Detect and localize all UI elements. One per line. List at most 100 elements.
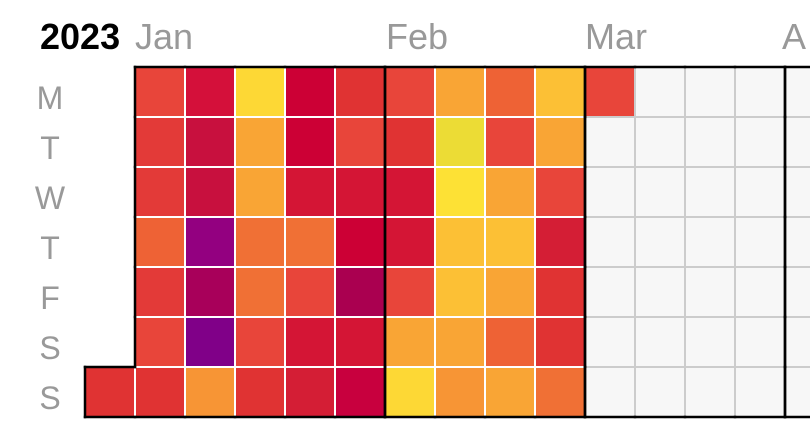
heatmap-cell <box>734 266 786 318</box>
heatmap-cell <box>384 216 436 268</box>
heatmap-cell <box>184 216 236 268</box>
heatmap-cells <box>84 66 810 418</box>
heatmap-cell <box>284 366 336 418</box>
heatmap-cell <box>584 166 636 218</box>
heatmap-cell <box>684 366 736 418</box>
heatmap-cell <box>434 166 486 218</box>
heatmap-cell <box>584 316 636 368</box>
heatmap-cell <box>234 116 286 168</box>
heatmap-cell <box>734 66 786 118</box>
month-label-mar: Mar <box>585 16 647 57</box>
heatmap-cell <box>334 216 386 268</box>
heatmap-cell <box>284 166 336 218</box>
heatmap-cell <box>534 366 586 418</box>
heatmap-cell <box>334 166 386 218</box>
heatmap-cell <box>634 216 686 268</box>
heatmap-cell <box>734 166 786 218</box>
heatmap-cell <box>534 316 586 368</box>
heatmap-cell <box>584 116 636 168</box>
heatmap-cell <box>484 266 536 318</box>
heatmap-cell <box>484 316 536 368</box>
day-label-tue: T <box>40 130 60 166</box>
heatmap-cell <box>334 366 386 418</box>
heatmap-cell <box>584 216 636 268</box>
heatmap-cell <box>134 116 186 168</box>
heatmap-cell <box>434 266 486 318</box>
heatmap-cell <box>234 316 286 368</box>
heatmap-cell <box>384 66 436 118</box>
heatmap-cell <box>434 116 486 168</box>
day-label-sat: S <box>39 330 60 366</box>
month-label-jan: Jan <box>135 16 193 57</box>
heatmap-cell <box>134 166 186 218</box>
heatmap-cell <box>484 216 536 268</box>
heatmap-cell <box>234 266 286 318</box>
heatmap-cell <box>434 66 486 118</box>
heatmap-cell <box>684 316 736 368</box>
heatmap-cell <box>684 116 736 168</box>
heatmap-cell <box>384 366 436 418</box>
heatmap-cell <box>534 66 586 118</box>
heatmap-cell <box>134 266 186 318</box>
heatmap-cell <box>134 366 186 418</box>
heatmap-cell <box>184 166 236 218</box>
heatmap-cell <box>284 116 336 168</box>
heatmap-cell <box>734 366 786 418</box>
heatmap-cell <box>784 66 810 118</box>
heatmap-cell <box>284 216 336 268</box>
heatmap-cell <box>684 66 736 118</box>
heatmap-cell <box>484 166 536 218</box>
heatmap-cell <box>634 166 686 218</box>
heatmap-cell <box>384 116 436 168</box>
heatmap-cell <box>734 316 786 368</box>
heatmap-cell <box>534 116 586 168</box>
heatmap-cell <box>734 216 786 268</box>
heatmap-cell <box>384 316 436 368</box>
heatmap-cell <box>184 116 236 168</box>
day-label-wed: W <box>35 180 66 216</box>
heatmap-cell <box>184 266 236 318</box>
heatmap-cell <box>234 166 286 218</box>
heatmap-cell <box>234 366 286 418</box>
heatmap-cell <box>184 66 236 118</box>
heatmap-cell <box>434 366 486 418</box>
heatmap-cell <box>584 66 636 118</box>
heatmap-cell <box>334 116 386 168</box>
heatmap-cell <box>84 366 136 418</box>
heatmap-cell <box>484 366 536 418</box>
heatmap-cell <box>434 316 486 368</box>
heatmap-cell <box>134 66 186 118</box>
heatmap-cell <box>484 66 536 118</box>
heatmap-cell <box>284 316 336 368</box>
heatmap-cell <box>634 116 686 168</box>
heatmap-cell <box>784 366 810 418</box>
heatmap-cell <box>234 216 286 268</box>
heatmap-cell <box>784 216 810 268</box>
heatmap-cell <box>634 366 686 418</box>
year-label: 2023 <box>40 16 120 57</box>
heatmap-cell <box>284 266 336 318</box>
heatmap-cell <box>784 266 810 318</box>
heatmap-cell <box>784 116 810 168</box>
heatmap-cell <box>284 66 336 118</box>
heatmap-cell <box>134 216 186 268</box>
heatmap-cell <box>534 216 586 268</box>
heatmap-cell <box>434 216 486 268</box>
heatmap-cell <box>584 366 636 418</box>
day-label-sun: S <box>39 380 60 416</box>
heatmap-cell <box>334 316 386 368</box>
heatmap-cell <box>734 116 786 168</box>
day-label-fri: F <box>40 280 60 316</box>
month-boundaries <box>83 65 810 419</box>
heatmap-cell <box>484 116 536 168</box>
heatmap-cell <box>634 266 686 318</box>
month-label-apr: A <box>782 16 806 57</box>
heatmap-cell <box>334 266 386 318</box>
heatmap-cell <box>184 366 236 418</box>
day-label-thu: T <box>40 230 60 266</box>
heatmap-cell <box>534 166 586 218</box>
heatmap-cell <box>584 266 636 318</box>
day-label-mon: M <box>37 80 64 116</box>
heatmap-cell <box>184 316 236 368</box>
